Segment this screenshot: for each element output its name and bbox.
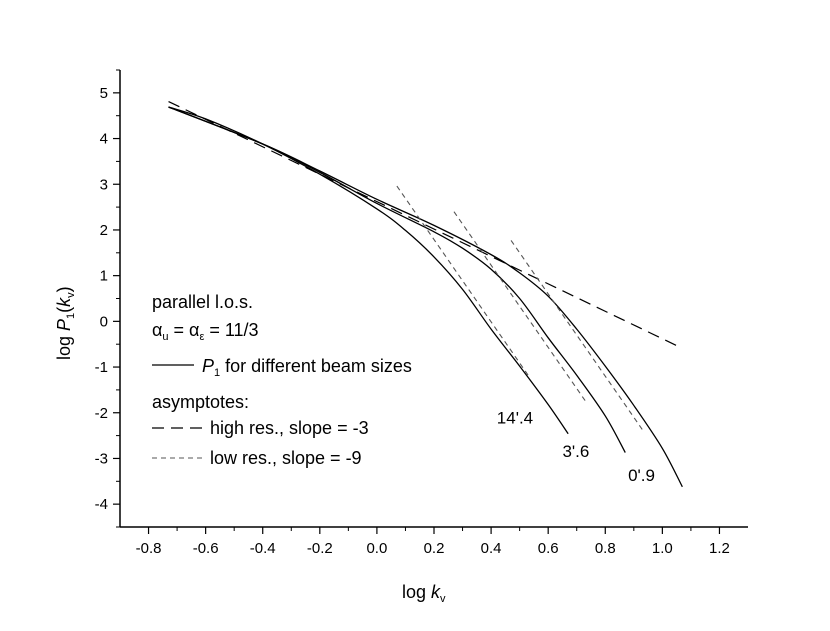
x-axis-title-var: k: [431, 582, 441, 602]
curve-labels: 14'.4 3'.6 0'.9: [497, 408, 655, 485]
y-ticks: 5 4 3 2 1 0 -1 -2 -3 -4: [95, 69, 120, 528]
x-tick-label: 0.8: [595, 540, 616, 557]
x-tick-label: 0.4: [481, 540, 502, 557]
curve-label: 14'.4: [497, 408, 533, 427]
x-axis-title-sub: v: [440, 593, 446, 605]
legend-alpha-e: α: [189, 320, 199, 340]
curve-label: 3'.6: [562, 442, 589, 461]
x-axis-title-prefix: log: [402, 582, 431, 602]
y-tick-label: 2: [100, 222, 108, 239]
legend: parallel l.o.s. αu = αε = 11/3 P1 for di…: [152, 292, 412, 468]
curve-label: 0'.9: [628, 466, 655, 485]
y-axis-title-arg-var: k: [54, 297, 74, 307]
y-tick-label: 1: [100, 268, 108, 285]
y-tick-label: -3: [95, 450, 108, 467]
legend-alpha-u-sub: u: [162, 331, 168, 343]
series-line-short-dash: [453, 211, 586, 402]
y-tick-label: -4: [95, 496, 108, 513]
legend-solid-label: P1 for different beam sizes: [202, 356, 412, 379]
legend-asymptotes-title: asymptotes:: [152, 392, 249, 412]
x-tick-label: 1.2: [709, 540, 730, 557]
x-tick-label: 0.0: [366, 540, 387, 557]
x-tick-label: 0.2: [424, 540, 445, 557]
legend-solid-var: P: [202, 356, 214, 376]
legend-short-dash-label: low res., slope = -9: [210, 448, 362, 468]
y-tick-label: -1: [95, 359, 108, 376]
series-line-solid: [168, 106, 683, 488]
series-line-short-dash: [396, 185, 529, 376]
legend-long-dash-label: high res., slope = -3: [210, 418, 369, 438]
y-axis-title-open: (: [54, 307, 74, 313]
y-axis-title-close: ): [54, 286, 74, 292]
x-tick-label: 0.6: [538, 540, 559, 557]
legend-alpha-u: α: [152, 320, 162, 340]
legend-alpha-e-sub: ε: [199, 331, 204, 343]
x-tick-label: -0.8: [136, 540, 162, 557]
x-tick-label: -0.2: [307, 540, 333, 557]
legend-solid-sub: 1: [214, 367, 220, 379]
legend-solid-text: for different beam sizes: [220, 356, 412, 376]
y-axis-title: log P1(kv): [54, 286, 77, 360]
x-tick-label: -0.4: [250, 540, 276, 557]
y-tick-label: 3: [100, 176, 108, 193]
legend-alpha-eq: =: [169, 320, 190, 340]
y-axis-title-prefix: log: [54, 331, 74, 360]
series-line-solid: [168, 106, 569, 435]
legend-title: parallel l.o.s.: [152, 292, 253, 312]
y-axis-title-var: P: [54, 319, 74, 331]
x-tick-label: 1.0: [652, 540, 673, 557]
x-axis-title: log kv: [402, 582, 446, 605]
y-tick-label: 4: [100, 131, 108, 148]
y-axis-title-sub: 1: [65, 313, 77, 319]
x-tick-label: -0.6: [193, 540, 219, 557]
x-ticks: -0.8 -0.6 -0.4 -0.2 0.0 0.2 0.4 0.6 0.8 1.0 1.2: [136, 527, 730, 557]
series-line-short-dash: [510, 240, 643, 430]
legend-alpha-rest: = 11/3: [204, 320, 258, 340]
legend-alpha-line: αu = αε = 11/3: [152, 320, 259, 343]
series-layer: [168, 100, 683, 488]
y-tick-label: 5: [100, 85, 108, 102]
y-tick-label: -2: [95, 405, 108, 422]
y-axis-title-arg-sub: v: [65, 292, 77, 298]
y-tick-label: 0: [100, 313, 108, 330]
